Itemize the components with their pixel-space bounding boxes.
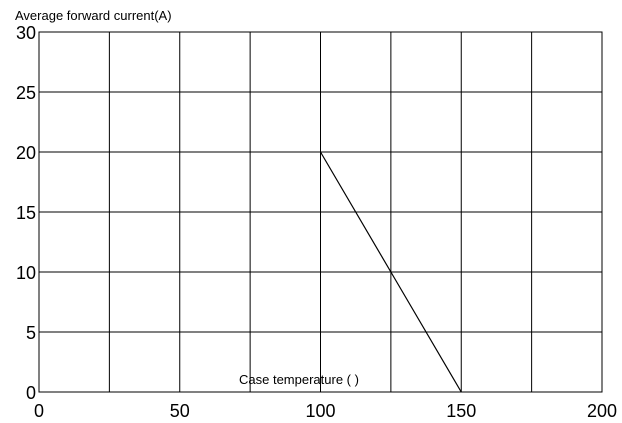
x-tick-label: 200 [587,401,617,421]
x-tick-label: 100 [305,401,335,421]
plot-frame [38,31,603,393]
y-tick-label: 25 [16,83,36,103]
derating-curve [319,151,462,393]
x-axis-title: Case temperature ( ) [239,372,359,387]
y-tick-label: 5 [26,323,36,343]
x-tick-label: 0 [34,401,44,421]
y-tick-label: 10 [16,263,36,283]
y-tick-label: 20 [16,143,36,163]
x-tick-labels: 0 50 100 150 200 [34,401,617,421]
x-tick-label: 150 [446,401,476,421]
y-tick-label: 30 [16,23,36,43]
y-tick-label: 15 [16,203,36,223]
y-tick-labels: 0 5 10 15 20 25 30 [16,23,36,403]
y-tick-label: 0 [26,383,36,403]
x-tick-label: 50 [170,401,190,421]
y-axis-title: Average forward current(A) [15,8,172,23]
series-layer [319,151,462,393]
grid [39,32,602,392]
